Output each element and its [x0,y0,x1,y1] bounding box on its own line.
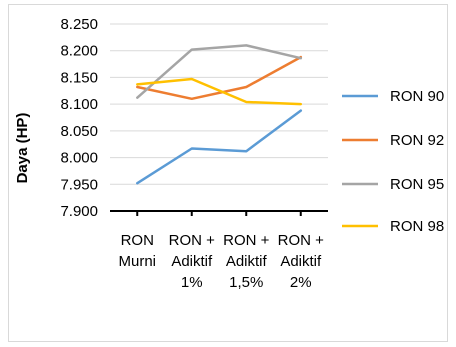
y-tick-label: 8.150 [60,69,98,86]
legend-label: RON 92 [390,132,444,149]
gridlines [110,23,328,185]
legend-label: RON 90 [390,88,444,105]
chart-frame [8,4,448,342]
y-tick-label: 7.950 [60,176,98,193]
x-axis-ticks: RON Murni RON + Adiktif 1%RON + Adiktif 1,5%RO… [118,232,324,291]
series-line-ron-95 [136,44,303,99]
x-tick-label: RON Murni [118,232,156,270]
series-lines [136,44,303,185]
y-axis-title: Daya (HP) [14,113,31,184]
y-tick-label: 7.900 [60,203,98,220]
y-tick-label: 8.050 [60,123,98,140]
x-tick-label: RON + Adiktif 1% [169,232,216,291]
series-line-ron-90 [136,109,303,185]
legend: RON 90 RON 92 RON 95 RON 98 [342,88,444,235]
x-tick-label: RON + Adiktif 2% [278,232,325,291]
y-tick-label: 8.100 [60,96,98,113]
legend-label: RON 98 [390,218,444,235]
y-axis-ticks: 7.900 7.950 8.000 8.050 8.100 8.150 8.200 8.250 [60,16,98,220]
x-tick-label: RON + Adiktif 1,5% [223,232,270,291]
legend-label: RON 95 [390,176,444,193]
x-axis [110,210,328,216]
y-tick-label: 8.250 [60,16,98,33]
series-line-ron-98 [136,77,303,106]
y-tick-label: 8.200 [60,43,98,60]
series-line-ron-92 [136,55,303,101]
y-tick-label: 8.000 [60,150,98,167]
